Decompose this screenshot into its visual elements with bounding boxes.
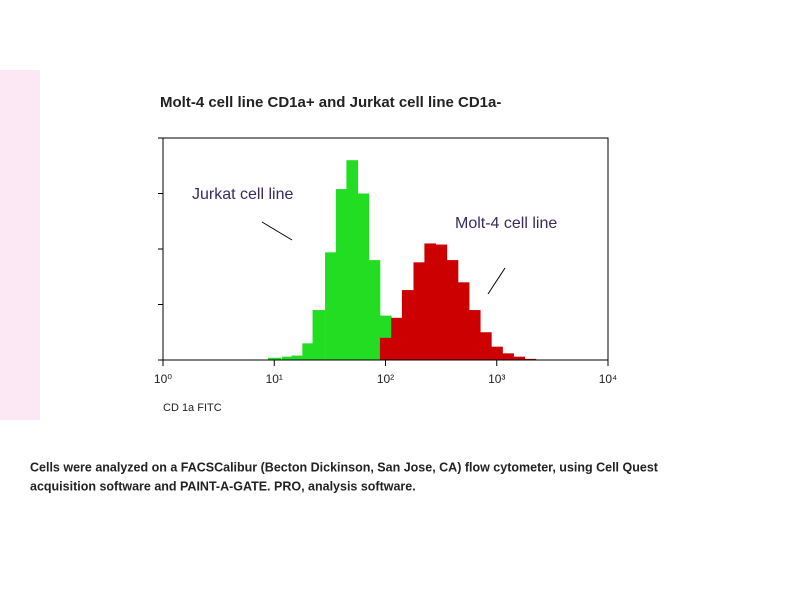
x-tick-label: 10⁰ — [154, 372, 172, 386]
bar — [513, 356, 526, 360]
caption: Cells were analyzed on a FACSCalibur (Be… — [30, 460, 659, 474]
bar — [391, 317, 403, 360]
x-tick-label: 10¹ — [266, 372, 283, 386]
bar — [435, 244, 448, 360]
annotation: Molt-4 cell line — [455, 215, 557, 232]
annotation-pointer — [261, 221, 293, 241]
bar — [368, 260, 381, 360]
bar — [267, 357, 282, 360]
x-axis-label: CD 1a FITC — [163, 402, 222, 414]
bar — [524, 358, 537, 360]
bar — [335, 189, 348, 360]
bar — [468, 310, 481, 360]
annotation-pointer — [487, 267, 506, 295]
bar — [491, 346, 503, 360]
bar — [325, 252, 337, 360]
x-tick-label: 10⁴ — [599, 372, 618, 386]
bar — [281, 356, 293, 360]
bar — [312, 310, 325, 360]
annotation: Jurkat cell line — [192, 186, 293, 203]
bar — [401, 290, 414, 360]
bar — [357, 193, 370, 360]
bar — [346, 160, 359, 360]
bar — [424, 243, 437, 360]
background-decor — [0, 70, 40, 420]
bar — [457, 282, 470, 360]
bar — [446, 260, 459, 360]
caption: acquisition software and PAINT-A-GATE. P… — [30, 479, 416, 493]
bar — [379, 337, 392, 360]
bar — [291, 355, 303, 360]
chart-title: Molt-4 cell line CD1a+ and Jurkat cell l… — [160, 94, 501, 111]
bar — [502, 353, 514, 360]
bar — [480, 332, 492, 360]
bar — [302, 343, 314, 360]
bar — [413, 262, 425, 360]
x-tick-label: 10² — [377, 372, 394, 386]
x-tick-label: 10³ — [488, 372, 505, 386]
